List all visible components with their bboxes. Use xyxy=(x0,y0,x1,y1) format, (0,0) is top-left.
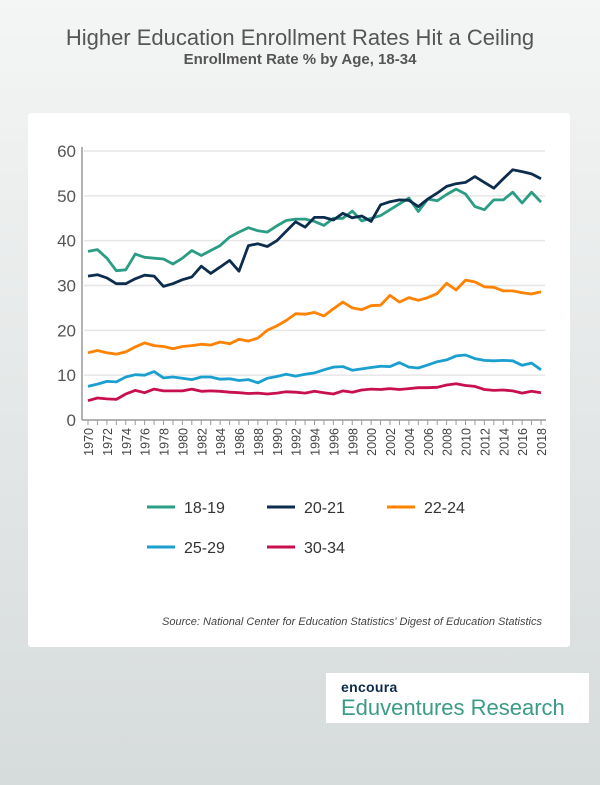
x-tick-label: 1976 xyxy=(139,428,153,456)
legend-label: 30-34 xyxy=(304,540,345,557)
series-line-25-29 xyxy=(87,353,542,388)
x-tick-label: 2012 xyxy=(478,428,492,456)
x-tick-label: 1994 xyxy=(309,428,323,456)
x-tick-label: 1992 xyxy=(290,428,304,456)
y-tick-label: 60 xyxy=(57,142,76,161)
x-tick-label: 1980 xyxy=(176,428,190,456)
x-tick-label: 1998 xyxy=(346,428,360,456)
x-tick-label: 2014 xyxy=(497,428,511,456)
x-tick-label: 2004 xyxy=(403,428,417,456)
series-line-18-19 xyxy=(87,187,543,273)
x-tick-label: 1972 xyxy=(101,428,115,456)
legend-label: 22-24 xyxy=(424,500,465,517)
x-tick-label: 2018 xyxy=(535,428,549,456)
x-tick-label: 2010 xyxy=(460,428,474,456)
chart-title: Higher Education Enrollment Rates Hit a … xyxy=(65,25,535,50)
y-tick-label: 40 xyxy=(57,232,76,251)
x-tick-label: 1978 xyxy=(158,428,172,456)
series-line-20-21 xyxy=(87,168,542,288)
chart-subtitle: Enrollment Rate % by Age, 18-34 xyxy=(183,51,417,68)
x-tick-label: 1988 xyxy=(252,428,266,456)
series-line-30-34 xyxy=(87,382,542,403)
legend-label: 20-21 xyxy=(304,500,345,517)
x-tick-label: 2008 xyxy=(441,428,455,456)
x-tick-label: 1982 xyxy=(195,428,209,456)
y-tick-label: 0 xyxy=(67,411,76,430)
x-tick-label: 2002 xyxy=(384,428,398,456)
x-tick-label: 2000 xyxy=(365,428,379,456)
y-tick-label: 10 xyxy=(57,366,76,385)
x-tick-label: 2016 xyxy=(516,428,530,456)
y-tick-label: 30 xyxy=(57,277,76,296)
logo-product: Eduventures Research xyxy=(341,695,565,720)
legend-label: 18-19 xyxy=(184,500,225,517)
x-tick-label: 1986 xyxy=(233,428,247,456)
y-tick-label: 50 xyxy=(57,187,76,206)
logo: encoura Eduventures Research xyxy=(326,673,589,723)
x-tick-label: 1996 xyxy=(327,428,341,456)
source-note: Source: National Center for Education St… xyxy=(162,616,542,628)
legend-label: 25-29 xyxy=(184,540,225,557)
x-tick-label: 1974 xyxy=(120,428,134,456)
series-line-22-24 xyxy=(87,278,542,356)
x-tick-label: 1970 xyxy=(82,428,96,456)
x-tick-label: 1990 xyxy=(271,428,285,456)
x-tick-label: 2006 xyxy=(422,428,436,456)
logo-brand: encoura xyxy=(341,679,398,695)
x-tick-label: 1984 xyxy=(214,428,228,456)
y-tick-label: 20 xyxy=(57,321,76,340)
